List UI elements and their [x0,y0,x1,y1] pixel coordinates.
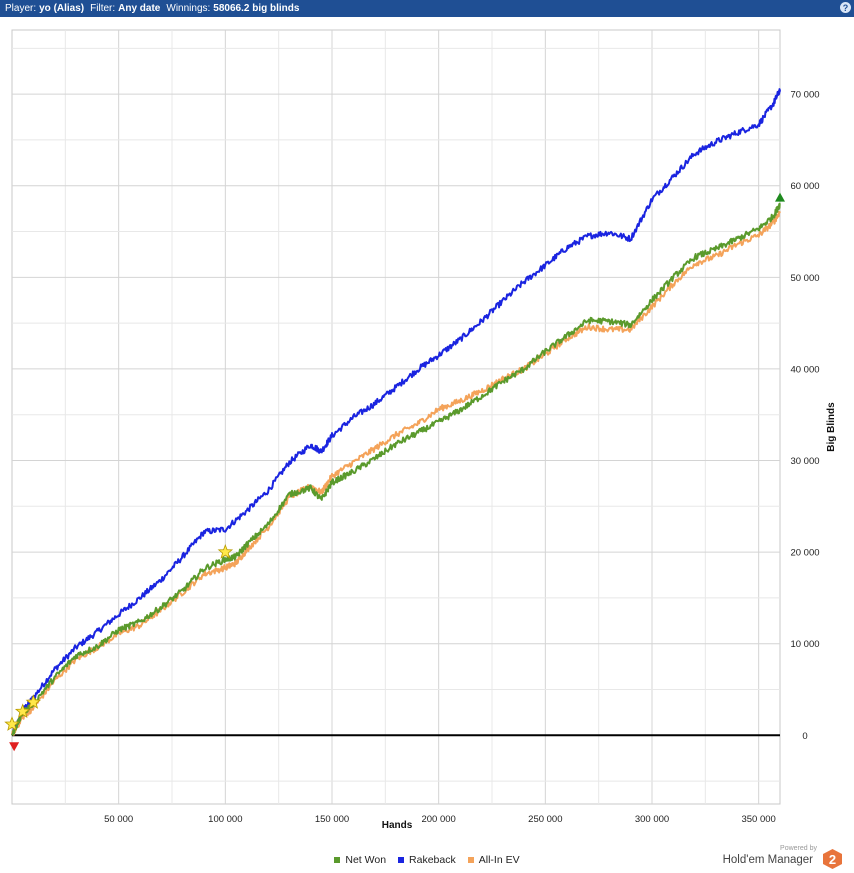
x-tick-label: 350 000 [741,814,775,825]
legend-item-all-in-ev[interactable]: All-In EV [467,854,520,866]
series-lines [11,88,781,736]
filter-label: Filter: [90,3,116,14]
question-icon[interactable]: ? [840,2,851,13]
plot-area [11,29,781,805]
star-marker-icon [4,716,20,731]
y-tick-label: 40 000 [790,364,819,375]
legend-label-rakeback: Rakeback [409,854,456,866]
x-axis-title: Hands [382,820,413,831]
x-tick-label: 200 000 [421,814,455,825]
y-axis-title: Big Blinds [826,402,837,452]
x-tick-label: 250 000 [528,814,562,825]
winnings-label: Winnings: [166,3,211,14]
y-tick-label: 30 000 [790,456,819,467]
filter-value: Any date [118,3,161,14]
y-tick-label: 70 000 [790,90,819,101]
star-marker-icon [217,543,234,559]
y-tick-label: 0 [802,731,807,742]
x-tick-label: 300 000 [635,814,669,825]
legend-label-net-won: Net Won [345,854,387,866]
legend-item-rakeback[interactable]: Rakeback [398,854,456,866]
winnings-value: 58066.2 big blinds [213,3,300,14]
legend-swatch-rakeback [398,857,405,863]
x-axis-ticks: 50 000 100 000 150 000 200 000 250 000 300 00… [104,814,776,825]
x-tick-label: 50 000 [104,814,133,825]
legend-swatch-all-in-ev [467,857,474,863]
triangle-up-marker-icon [775,192,785,202]
y-tick-label: 20 000 [790,548,819,559]
series-line-net-won [11,202,781,736]
legend-item-net-won[interactable]: Net Won [334,854,386,866]
legend-swatch-net-won [334,857,341,863]
player-value: yo (Alias) [39,3,85,14]
y-tick-label: 50 000 [790,273,819,284]
title-bar: Player: yo (Alias) Filter: Any date Winn… [0,0,854,17]
brand-logo: Powered by Hold'em Manager 2 [722,845,842,869]
chart-markers [4,192,785,752]
triangle-down-marker-icon [9,742,20,752]
y-tick-label: 10 000 [790,639,819,650]
brand-name: Hold'em Manager [722,854,813,866]
y-axis-ticks: 0 10 000 20 000 30 000 40 000 50 000 60 000 70 … [790,90,819,742]
grid [12,30,780,804]
holdem-manager-logo-icon: 2 [823,849,842,869]
x-tick-label: 150 000 [315,814,349,825]
x-tick-label: 100 000 [208,814,242,825]
winnings-chart: 50 000 100 000 150 000 200 000 250 000 300 00… [4,29,837,831]
star-marker-icon [14,703,31,718]
star-marker-icon [25,694,42,709]
player-label: Player: [5,3,37,14]
legend-label-all-in-ev: All-In EV [478,854,520,866]
y-tick-label: 60 000 [790,181,819,192]
legend: Net Won Rakeback All-In EV [0,853,854,867]
powered-by-label: Powered by [780,845,817,852]
series-line-rakeback [11,88,781,736]
